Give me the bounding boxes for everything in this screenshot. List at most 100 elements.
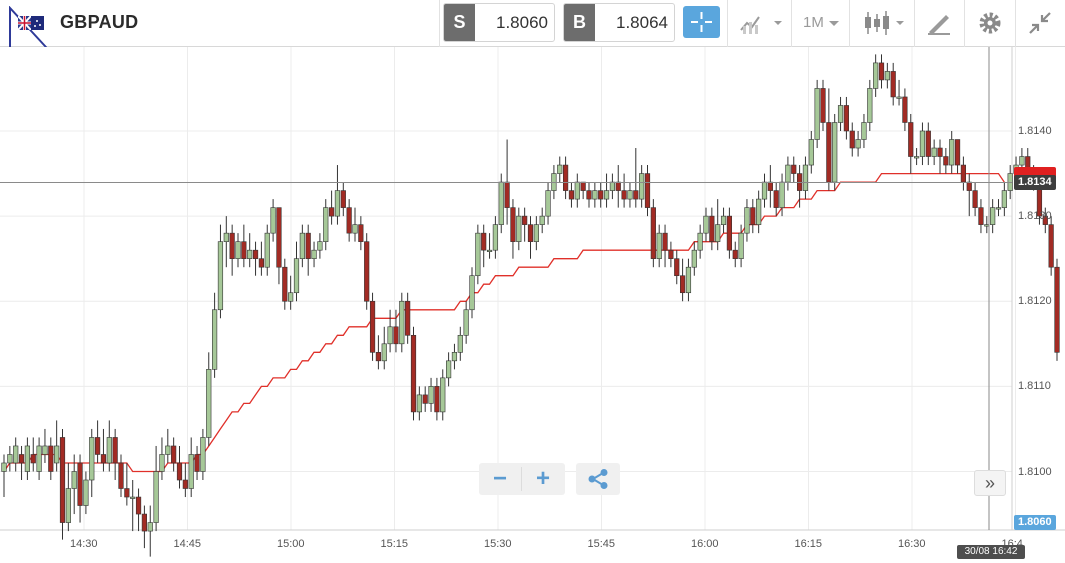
candle-body: [130, 496, 136, 499]
x-tick-label: 14:30: [70, 538, 98, 550]
candle-body: [410, 334, 417, 413]
candle-body: [510, 207, 516, 242]
candle-body: [557, 164, 563, 174]
candle-body: [978, 207, 984, 225]
candle-body: [931, 147, 937, 157]
candle-body: [422, 394, 428, 404]
candle-body: [1048, 224, 1054, 268]
candle-body: [908, 122, 914, 157]
candle-body: [36, 445, 42, 472]
y-tick-label: 1.8100: [1018, 465, 1052, 478]
timeframe-selector[interactable]: 1M: [803, 14, 824, 31]
candle-body: [522, 215, 528, 225]
candle-body: [785, 164, 791, 183]
toolbar-divider: [439, 0, 440, 47]
candle-body: [656, 232, 662, 259]
candle-body: [609, 181, 615, 191]
buy-price: 1.8064: [616, 13, 668, 32]
price-chart[interactable]: [0, 47, 1065, 563]
candle-body: [159, 454, 165, 472]
x-tick-label: 15:00: [277, 538, 305, 550]
candle-body: [896, 96, 902, 99]
candle-body: [54, 445, 60, 464]
share-button[interactable]: [576, 463, 620, 495]
zoom-out-button[interactable]: −: [492, 465, 507, 492]
candle-body: [352, 224, 358, 234]
candle-body: [779, 181, 785, 208]
candle-body: [925, 130, 931, 157]
candle-body: [463, 309, 469, 336]
candle-body: [141, 513, 148, 532]
candle-body: [808, 139, 814, 166]
candle-body: [7, 454, 13, 464]
candle-body: [89, 437, 95, 481]
candle-body: [65, 488, 71, 523]
candle-body: [586, 190, 592, 200]
line-chart-type-icon[interactable]: [737, 8, 785, 38]
x-tick-label: 16:00: [691, 538, 719, 550]
candle-body: [387, 326, 393, 345]
candle-body: [703, 215, 709, 234]
sell-label: S: [444, 4, 475, 41]
candle-body: [697, 232, 703, 251]
cursor-time-tag: 30/08 16:42: [957, 545, 1025, 559]
candle-body: [200, 437, 206, 472]
candle-body: [814, 88, 820, 140]
toolbar-divider: [914, 0, 915, 47]
candle-body: [1019, 156, 1025, 166]
candle-body: [715, 224, 721, 242]
candle-body: [106, 437, 112, 464]
collapse-icon[interactable]: [1025, 8, 1055, 38]
candle-body: [112, 437, 118, 464]
buy-price-button[interactable]: B 1.8064: [563, 3, 675, 42]
toolbar-divider: [964, 0, 965, 47]
chevron-down-icon[interactable]: [827, 8, 841, 38]
toolbar-divider: [727, 0, 728, 47]
sell-price-marker: 1.8060: [1014, 515, 1056, 530]
zoom-in-button[interactable]: +: [535, 465, 550, 492]
candle-body: [393, 326, 399, 345]
candle-body: [206, 369, 212, 438]
candle-body: [820, 88, 826, 123]
candle-body: [71, 471, 77, 489]
drawing-tool-icon[interactable]: [924, 8, 954, 38]
candle-body: [878, 62, 885, 81]
candle-body: [223, 232, 229, 242]
candle-body: [364, 241, 370, 302]
candle-body: [217, 241, 224, 311]
candle-body: [13, 445, 19, 464]
scroll-forward-button[interactable]: »: [974, 470, 1006, 496]
candle-body: [18, 454, 25, 464]
candle-body: [855, 139, 861, 149]
candle-body: [323, 207, 329, 242]
candle-body: [328, 207, 335, 217]
candle-body: [492, 224, 499, 251]
candle-body: [293, 258, 300, 294]
candle-body: [791, 164, 797, 174]
candle-body: [767, 181, 773, 191]
x-tick-label: 15:45: [587, 538, 616, 550]
sell-price-button[interactable]: S 1.8060: [443, 3, 555, 42]
candle-body: [668, 249, 674, 259]
gear-icon[interactable]: [975, 8, 1005, 38]
candle-body: [399, 300, 405, 345]
candle-body: [445, 360, 452, 379]
candle-body: [299, 232, 305, 259]
candle-body: [1, 462, 7, 472]
crosshair-button[interactable]: [683, 6, 720, 38]
instrument-symbol[interactable]: GBPAUD: [60, 12, 139, 32]
candle-body: [1054, 266, 1060, 353]
candle-body: [428, 386, 434, 404]
candle-body: [527, 224, 534, 242]
candle-body: [972, 190, 978, 208]
candle-body: [258, 258, 265, 268]
candlestick-type-icon[interactable]: [858, 8, 908, 38]
candle-body: [960, 164, 966, 183]
candle-body: [802, 164, 809, 191]
top-toolbar: GBPAUD S 1.8060 B 1.8064 1M: [0, 0, 1065, 59]
candle-body: [679, 275, 686, 294]
candle-body: [761, 181, 768, 200]
candle-body: [720, 215, 727, 225]
candle-body: [405, 300, 411, 336]
candle-body: [580, 181, 586, 191]
